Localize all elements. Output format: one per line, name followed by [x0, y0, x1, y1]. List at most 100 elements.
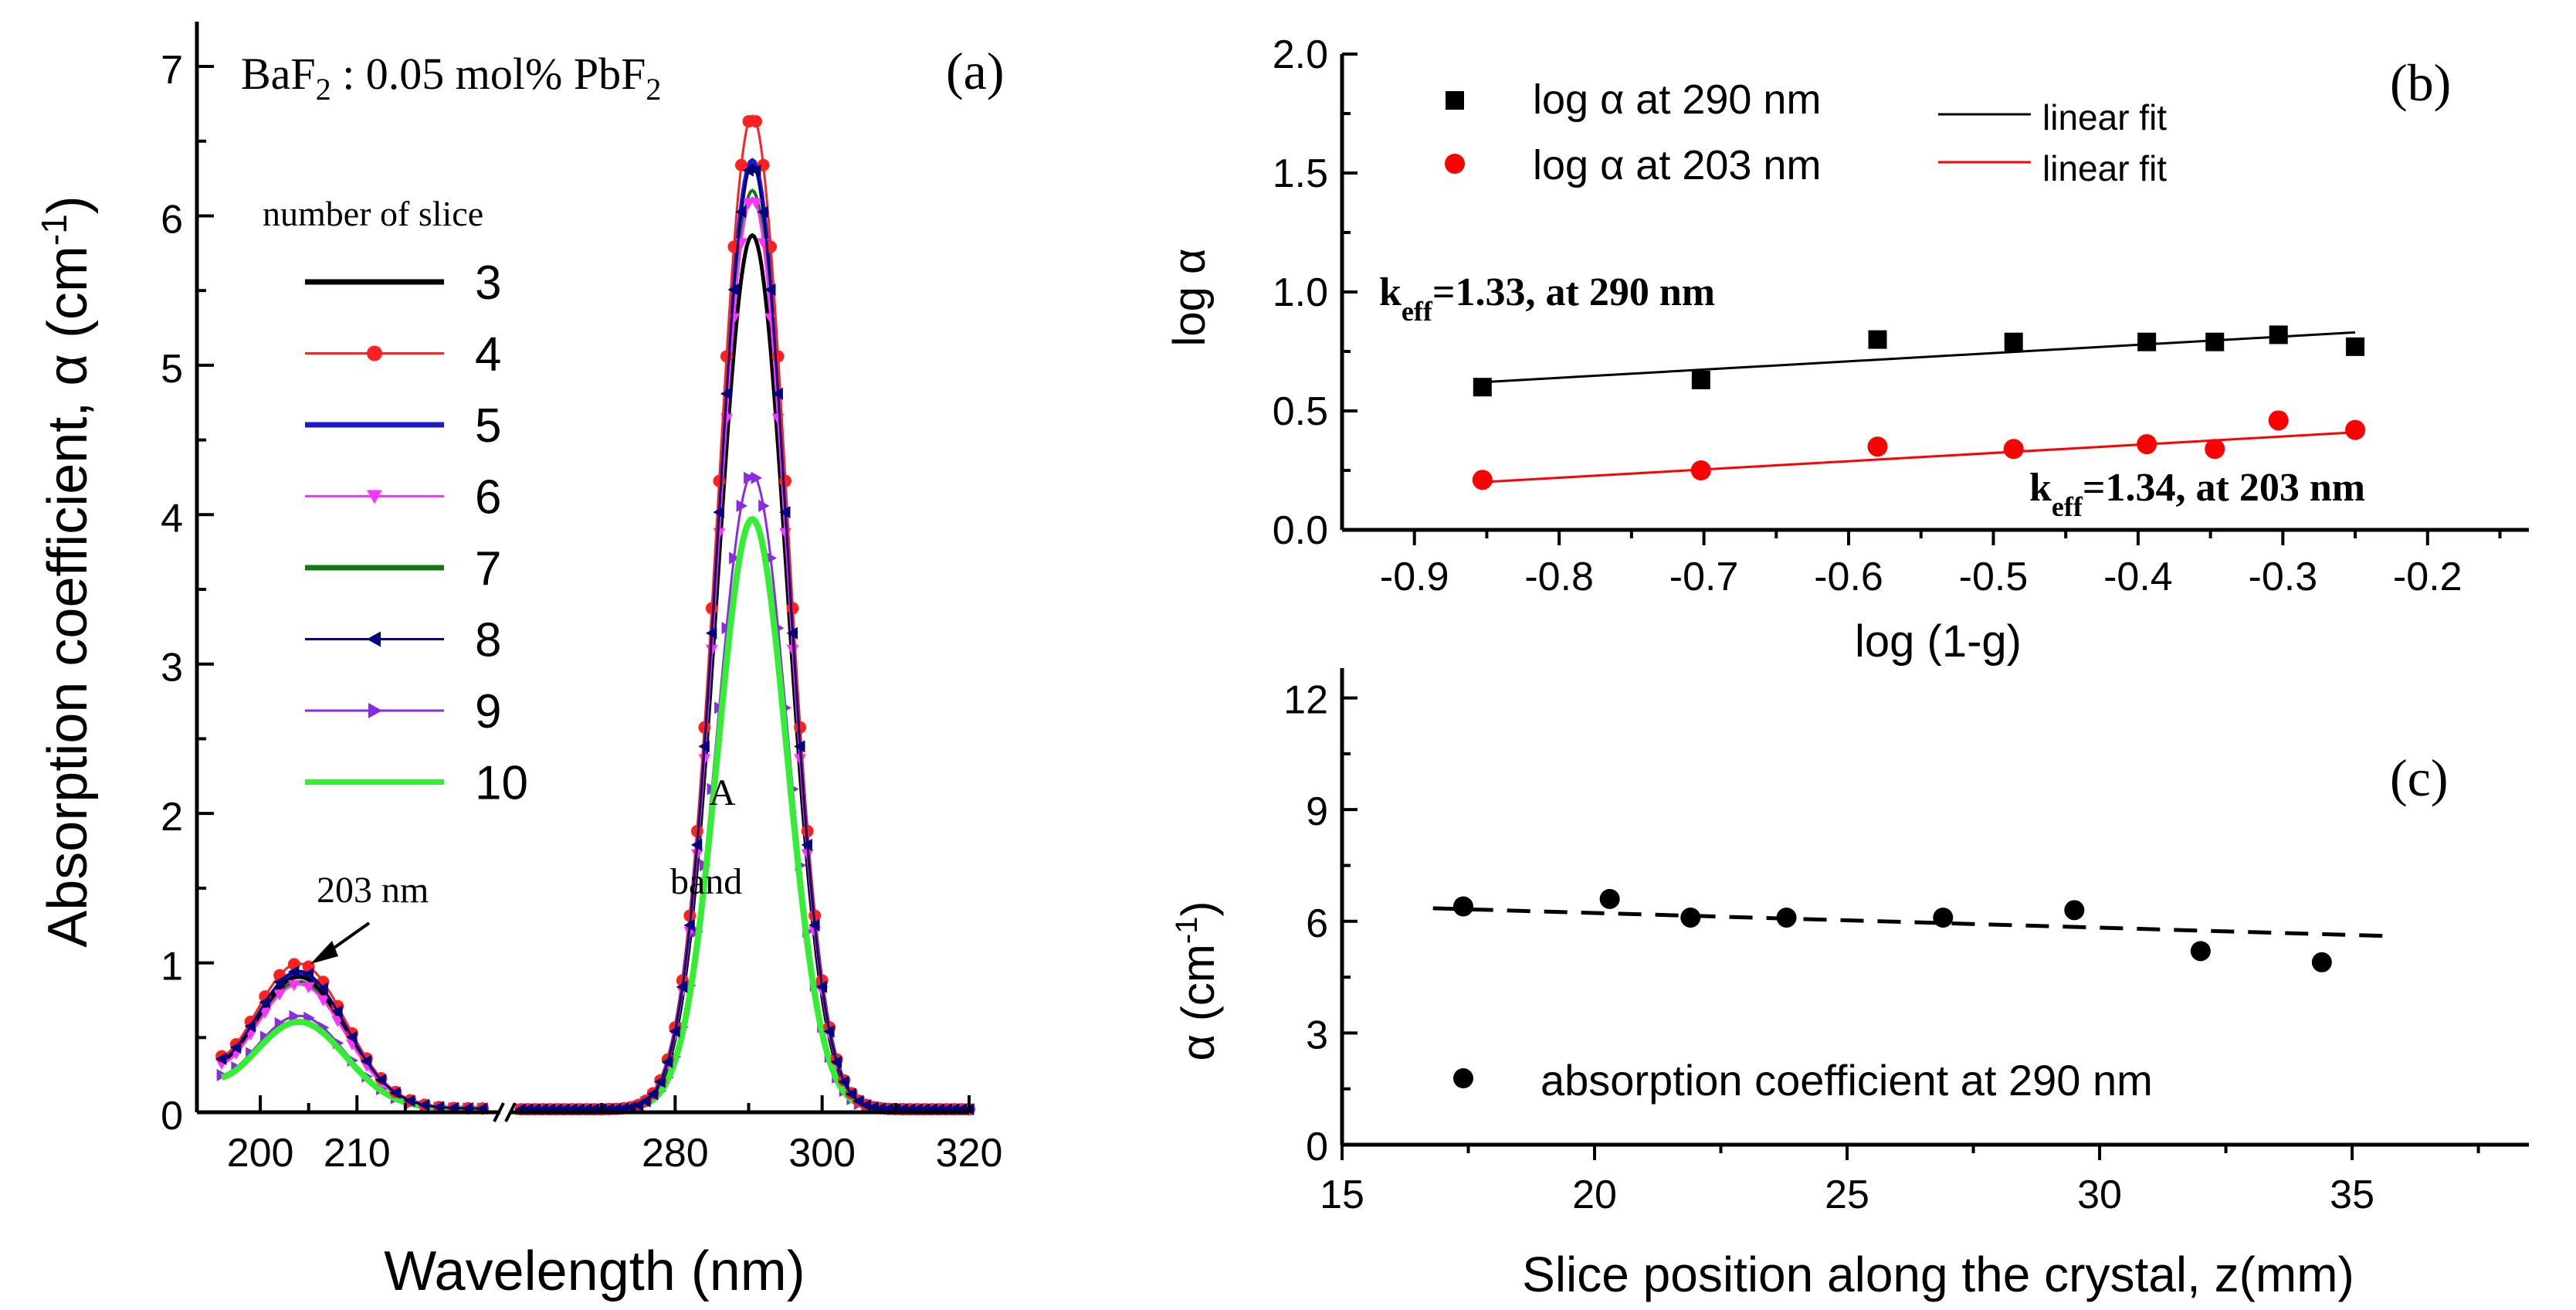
legend-marker-slice-4 [367, 345, 382, 361]
marker-slice-8 [389, 1086, 401, 1099]
dashed-fit-line [1432, 906, 2393, 938]
x-tick-label: 35 [2330, 1173, 2374, 1217]
y-tick-label: 1 [161, 945, 183, 989]
panel-a-ylabel: Absorption coefficient, α (cm-1) [34, 195, 99, 948]
marker-slice-8 [375, 1074, 386, 1087]
x-tick-label: -0.3 [2249, 555, 2318, 599]
marker-slice-8 [690, 838, 703, 851]
panel-b-ticks: 0.0 0.5 1.0 1.5 2.0 -0.9 -0.8 -0.7 -0.6 -0.5 -0.4 -… [1273, 32, 2502, 599]
point-abs-290 [1776, 907, 1797, 928]
x-tick-label: -0.4 [2103, 555, 2173, 599]
keff-annotation-290: keff=1.33, at 290 nm [1379, 270, 1715, 327]
band-label-band: band [670, 861, 742, 902]
point-series-1 [2137, 434, 2157, 455]
panel-a-absorption-spectra: 0 1 2 3 4 5 6 7 200 210 280 300 320 (a) BaF2 : 0.05 … [34, 22, 1004, 1302]
x-tick-label: 15 [1320, 1173, 1364, 1217]
point-series-1 [1690, 460, 1711, 480]
marker-slice-8 [661, 1055, 673, 1068]
marker-slice-9 [729, 551, 741, 565]
x-tick-label: 210 [324, 1131, 391, 1176]
panel-c-label: (c) [2390, 748, 2448, 807]
point-abs-290 [2064, 900, 2085, 921]
legend-label-203: log α at 203 nm [1533, 142, 1821, 188]
panel-c-position-plot: 0 3 6 9 12 15 20 25 30 35 (c) absorption coeffici… [1170, 668, 2529, 1302]
y-tick-label: 3 [1306, 1013, 1328, 1057]
marker-slice-9 [736, 499, 747, 512]
marker-slice-4 [779, 474, 792, 487]
marker-slice-8 [830, 1055, 842, 1068]
curve-slice-3-290 [520, 232, 969, 1111]
axis-break-mark [493, 1102, 505, 1122]
legend-marker-slice-9 [368, 703, 382, 718]
point-series-0 [2205, 332, 2225, 351]
x-tick-label: 300 [788, 1131, 856, 1176]
marker-slice-6 [317, 995, 330, 1006]
marker-slice-8 [764, 283, 776, 296]
marker-slice-8 [683, 918, 695, 932]
legend-title: number of slice [263, 194, 483, 233]
marker-slice-8 [815, 980, 828, 993]
x-tick-label: -0.7 [1669, 555, 1739, 599]
point-series-1 [2268, 410, 2289, 431]
marker-slice-8 [346, 1030, 358, 1044]
marker-slice-6 [287, 979, 300, 992]
x-tick-label: -0.6 [1814, 555, 1883, 599]
marker-slice-8 [273, 976, 285, 989]
axis-break-mark [504, 1102, 517, 1122]
legend-label-c: absorption coefficient at 290 nm [1541, 1056, 2153, 1105]
marker-slice-4 [735, 158, 747, 171]
legend-marker-slice-6 [367, 490, 382, 504]
marker-slice-8 [794, 740, 805, 753]
marker-slice-8 [705, 626, 717, 640]
legend-marker-c [1453, 1068, 1473, 1088]
legend-label-slice-10: 10 [475, 757, 528, 810]
point-abs-290 [1680, 907, 1701, 928]
panel-c-axes [1340, 668, 2529, 1147]
curve-slice-9-290 [520, 473, 969, 1111]
marker-slice-8 [757, 205, 768, 219]
marker-slice-8 [786, 626, 798, 640]
point-series-0 [1691, 370, 1710, 389]
panel-a-title: BaF2 : 0.05 mol% PbF2 [241, 49, 661, 107]
point-series-0 [1473, 378, 1492, 397]
panel-a-label: (a) [946, 42, 1004, 100]
panel-c-fit-line [1432, 906, 2393, 938]
x-tick-label: -0.5 [1959, 555, 2029, 599]
panel-c-xlabel: Slice position along the crystal, z(mm) [1522, 1247, 2354, 1302]
legend-marker-290 [1446, 91, 1464, 110]
y-tick-label: 0.0 [1273, 508, 1328, 553]
panel-c-ticks: 0 3 6 9 12 15 20 25 30 35 [1283, 678, 2480, 1217]
marker-slice-8 [302, 967, 314, 980]
marker-slice-8 [331, 1005, 343, 1018]
legend-label-slice-7: 7 [475, 542, 501, 596]
x-tick-label: 200 [227, 1131, 294, 1176]
x-tick-label: 280 [642, 1131, 709, 1176]
y-tick-label: 0 [1306, 1125, 1328, 1169]
marker-slice-8 [838, 1075, 849, 1088]
marker-slice-8 [639, 1094, 651, 1108]
marker-slice-4 [771, 350, 785, 363]
point-series-1 [1867, 436, 1888, 457]
panel-c-ylabel: α (cm-1) [1170, 901, 1224, 1061]
peak-203-arrow [310, 921, 371, 964]
marker-slice-9 [744, 471, 755, 484]
curve-slice-7-290 [520, 188, 969, 1111]
y-tick-label: 6 [1306, 901, 1328, 946]
marker-slice-6 [750, 198, 763, 209]
panel-b-ylabel: log α [1164, 248, 1215, 346]
marker-slice-8 [669, 1025, 680, 1038]
point-abs-290 [1933, 907, 1954, 928]
marker-slice-4 [750, 115, 763, 128]
panel-b-label: (b) [2390, 53, 2451, 112]
marker-slice-8 [801, 838, 813, 851]
legend-fit-label-290: linear fit [2042, 97, 2167, 137]
keff-annotation-203: keff=1.34, at 203 nm [2029, 466, 2365, 522]
legend-label-slice-8: 8 [475, 614, 501, 667]
y-tick-label: 5 [161, 347, 183, 392]
marker-slice-8 [229, 1041, 242, 1054]
curve-slice-5-290 [520, 158, 969, 1112]
point-series-0 [2137, 332, 2157, 351]
y-tick-label: 6 [161, 197, 183, 242]
legend-label-slice-3: 3 [475, 256, 501, 310]
point-series-1 [2003, 439, 2024, 460]
